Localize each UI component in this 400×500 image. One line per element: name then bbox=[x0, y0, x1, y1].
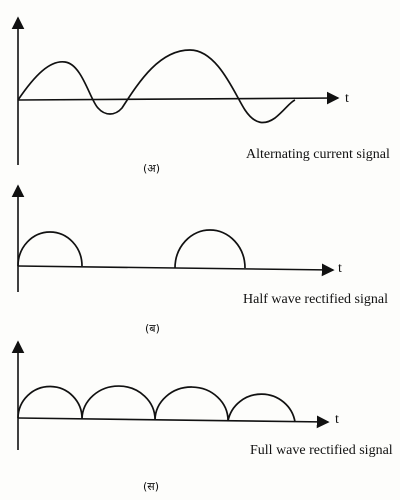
full-cycles bbox=[17, 385, 296, 423]
x-axis bbox=[17, 91, 340, 105]
axis-label: t bbox=[338, 261, 342, 276]
panel-tag: (अ) bbox=[143, 162, 160, 175]
half-cycle bbox=[17, 231, 83, 267]
caption: Alternating current signal bbox=[246, 147, 390, 162]
panel-tag: (स) bbox=[143, 480, 159, 493]
panel-ac: t Alternating current signal (अ) bbox=[11, 16, 390, 175]
panel-full-wave: t Full wave rectified signal (स) bbox=[11, 340, 393, 493]
panel-half-wave: t Half wave rectified signal (ब) bbox=[11, 184, 388, 335]
ac-wave bbox=[17, 49, 296, 124]
half-cycle bbox=[174, 229, 246, 269]
axis-label: t bbox=[345, 91, 349, 106]
axis-label: t bbox=[335, 412, 339, 427]
x-axis bbox=[17, 415, 330, 429]
caption: Full wave rectified signal bbox=[250, 443, 393, 458]
caption: Half wave rectified signal bbox=[243, 292, 388, 307]
panel-tag: (ब) bbox=[145, 322, 160, 335]
